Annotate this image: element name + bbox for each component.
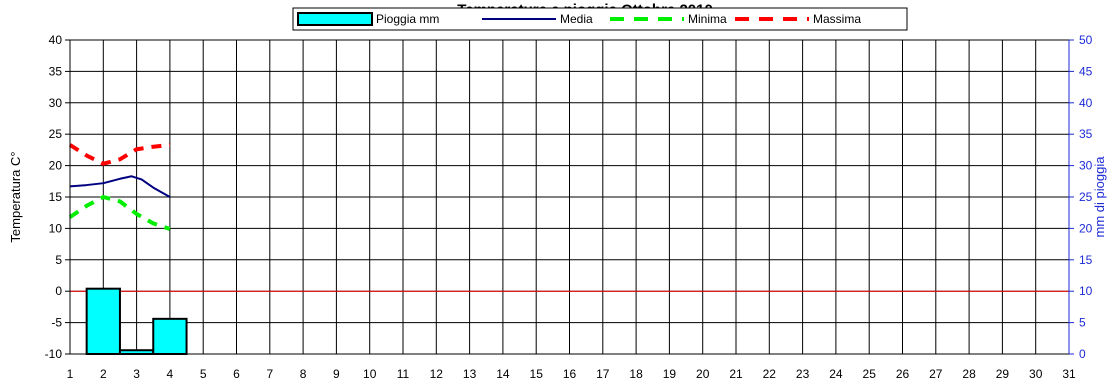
x-tick-label: 26 bbox=[896, 367, 910, 381]
x-tick-label: 5 bbox=[200, 367, 207, 381]
y2-tick-label: 50 bbox=[1079, 33, 1093, 47]
y2-tick-label: 10 bbox=[1079, 284, 1093, 298]
x-tick-label: 2 bbox=[100, 367, 107, 381]
y2-tick-label: 35 bbox=[1079, 127, 1093, 141]
x-tick-label: 6 bbox=[233, 367, 240, 381]
x-tick-label: 4 bbox=[167, 367, 174, 381]
plot-grid bbox=[69, 39, 1070, 355]
x-tick-label: 14 bbox=[496, 367, 510, 381]
x-tick-label: 15 bbox=[530, 367, 544, 381]
rain-bars bbox=[85, 287, 188, 355]
y-tick-label: 5 bbox=[55, 253, 62, 267]
y2-tick-label: 25 bbox=[1079, 190, 1093, 204]
x-tick-label: 3 bbox=[133, 367, 140, 381]
y-tick-label: -10 bbox=[45, 347, 63, 361]
x-tick-label: 16 bbox=[563, 367, 577, 381]
y-tick-label: 35 bbox=[49, 64, 63, 78]
x-tick-label: 18 bbox=[629, 367, 643, 381]
x-tick-label: 25 bbox=[863, 367, 877, 381]
y-tick-label: 0 bbox=[55, 284, 62, 298]
x-tick-label: 23 bbox=[796, 367, 810, 381]
y-tick-label: 40 bbox=[49, 33, 63, 47]
y-tick-label: 20 bbox=[49, 159, 63, 173]
x-tick-label: 13 bbox=[463, 367, 477, 381]
x-tick-label: 11 bbox=[397, 367, 410, 381]
x-tick-label: 10 bbox=[363, 367, 377, 381]
x-tick-label: 24 bbox=[829, 367, 843, 381]
chart-axes: 1 2 3 4 5 6 7 8 9 10 11 12 13 14 15 16 17 18 19 20 21 22 23 24 2… bbox=[45, 33, 1093, 381]
rain-bar bbox=[85, 287, 121, 355]
rain-bar bbox=[152, 317, 188, 355]
x-tick-label: 7 bbox=[266, 367, 273, 381]
y-tick-label: -5 bbox=[51, 316, 62, 330]
x-tick-label: 12 bbox=[430, 367, 444, 381]
x-tick-label: 19 bbox=[663, 367, 677, 381]
x-tick-label: 29 bbox=[996, 367, 1010, 381]
y-axis-label: Temperatura C° bbox=[8, 151, 23, 242]
temperature-lines bbox=[68, 142, 171, 231]
y-tick-label: 30 bbox=[49, 96, 63, 110]
x-tick-label: 9 bbox=[333, 367, 340, 381]
y-tick-label: 10 bbox=[49, 221, 63, 235]
x-tick-label: 1 bbox=[67, 367, 74, 381]
x-tick-label: 28 bbox=[962, 367, 976, 381]
legend-label: Media bbox=[560, 12, 593, 26]
x-tick-label: 27 bbox=[929, 367, 943, 381]
x-tick-label: 21 bbox=[729, 367, 743, 381]
y2-axis-label: mm di pioggia bbox=[1092, 156, 1107, 238]
rain-bar bbox=[118, 349, 155, 355]
y2-tick-label: 40 bbox=[1079, 96, 1093, 110]
y2-tick-label: 20 bbox=[1079, 221, 1093, 235]
x-tick-label: 22 bbox=[763, 367, 777, 381]
chart-legend: Pioggia mm Media Minima Massima bbox=[292, 7, 908, 31]
series-line-media bbox=[69, 175, 171, 198]
legend-label: Minima bbox=[688, 12, 727, 26]
legend-label: Massima bbox=[813, 12, 861, 26]
legend-box bbox=[292, 7, 908, 31]
y-tick-label: 15 bbox=[49, 190, 63, 204]
y2-tick-label: 5 bbox=[1079, 316, 1086, 330]
y2-tick-label: 0 bbox=[1079, 347, 1086, 361]
legend-swatch-bar bbox=[297, 12, 373, 26]
legend-label: Pioggia mm bbox=[376, 12, 439, 26]
x-tick-label: 17 bbox=[596, 367, 610, 381]
y2-tick-label: 45 bbox=[1079, 64, 1093, 78]
x-tick-label: 8 bbox=[300, 367, 307, 381]
x-tick-label: 20 bbox=[696, 367, 710, 381]
series-line-minima bbox=[68, 195, 171, 231]
x-tick-label: 31 bbox=[1062, 367, 1076, 381]
series-line-massima bbox=[68, 142, 171, 166]
y2-tick-label: 15 bbox=[1079, 253, 1093, 267]
y2-tick-label: 30 bbox=[1079, 159, 1093, 173]
x-tick-label: 30 bbox=[1029, 367, 1043, 381]
y-tick-label: 25 bbox=[49, 127, 63, 141]
